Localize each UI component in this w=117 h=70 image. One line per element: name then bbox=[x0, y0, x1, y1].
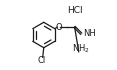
Text: Cl: Cl bbox=[38, 56, 46, 65]
Text: NH$_2$: NH$_2$ bbox=[72, 42, 89, 55]
Text: O: O bbox=[56, 23, 62, 32]
Text: NH: NH bbox=[83, 29, 96, 38]
Text: HCl: HCl bbox=[67, 7, 83, 15]
